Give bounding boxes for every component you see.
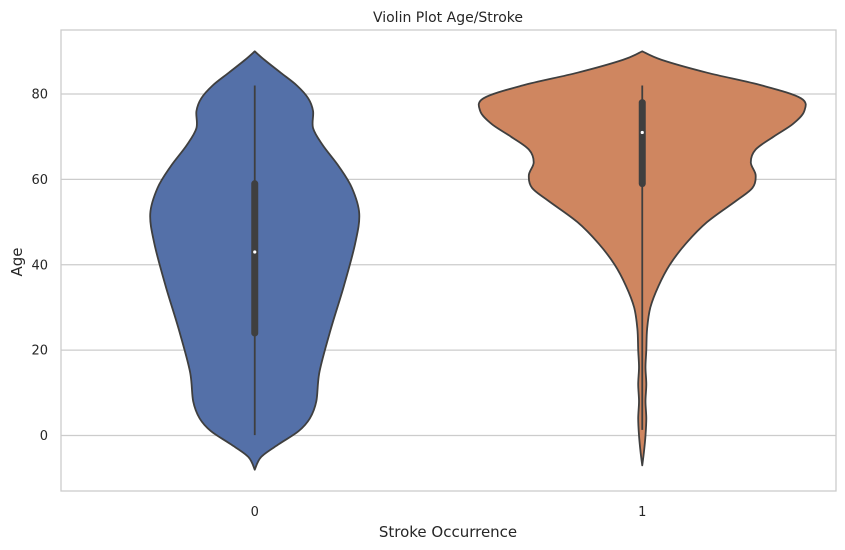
x-tick-label: 1: [638, 505, 646, 520]
chart-title: Violin Plot Age/Stroke: [373, 10, 523, 26]
x-axis-title: Stroke Occurrence: [379, 523, 517, 541]
y-tick-label: 40: [31, 258, 48, 273]
median-point-0: [253, 250, 257, 254]
median-point-1: [640, 130, 644, 135]
x-tick-label: 0: [251, 505, 259, 520]
y-tick-label: 60: [31, 173, 48, 188]
y-tick-label: 20: [31, 344, 48, 359]
y-tick-label: 0: [40, 429, 48, 444]
violins: [149, 50, 807, 471]
y-axis-title: Age: [8, 247, 26, 276]
y-tick-labels: 0 20 40 60 80: [31, 88, 48, 444]
plot-frame: [60, 29, 837, 492]
y-tick-label: 80: [31, 88, 48, 103]
